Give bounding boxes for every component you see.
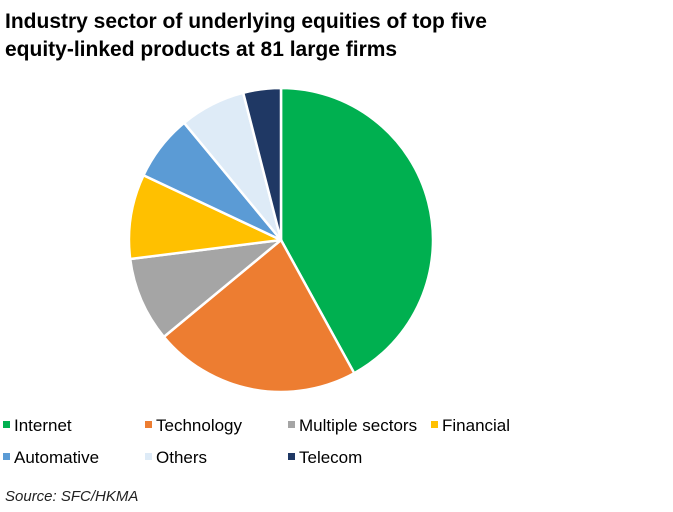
pie-slice-multiple-sectors: [128, 238, 283, 339]
legend-label-others: Others: [156, 448, 208, 467]
pie-slice-financial: [127, 174, 283, 261]
legend-swatch-financial: [431, 421, 438, 428]
legend-item-technology: Technology: [145, 416, 242, 436]
legend-swatch-telecom: [288, 453, 295, 460]
pie-slice-internet: [279, 86, 435, 375]
chart-title-line-1: Industry sector of underlying equities o…: [5, 10, 487, 33]
legend-swatch-internet: [3, 421, 10, 428]
legend-label-internet: Internet: [14, 416, 72, 435]
pie-slice-telecom: [241, 86, 283, 242]
legend-item-internet: Internet: [3, 416, 72, 436]
legend-swatch-multiple-sectors: [288, 421, 295, 428]
legend-label-technology: Technology: [156, 416, 243, 435]
chart-title: Industry sector of underlying equities o…: [5, 8, 605, 64]
legend-swatch-automative: [3, 453, 10, 460]
legend-row-2: Automative Others Telecom: [3, 448, 603, 480]
source-note: Source: SFC/HKMA: [5, 488, 139, 505]
legend-swatch-others: [145, 453, 152, 460]
legend-item-multiple-sectors: Multiple sectors: [288, 416, 417, 436]
chart-title-line-2: equity-linked products at 81 large firms: [5, 38, 398, 61]
legend-item-financial: Financial: [431, 416, 510, 436]
legend-label-automative: Automative: [14, 448, 100, 467]
legend-item-automative: Automative: [3, 448, 99, 468]
legend-row-1: Internet Technology Multiple sectors Fin…: [3, 416, 603, 448]
pie-slice-technology: [162, 238, 356, 394]
chart-legend: Internet Technology Multiple sectors Fin…: [3, 416, 603, 480]
legend-label-financial: Financial: [442, 416, 511, 435]
legend-item-telecom: Telecom: [288, 448, 362, 468]
legend-swatch-technology: [145, 421, 152, 428]
legend-label-multiple-sectors: Multiple sectors: [299, 416, 418, 435]
legend-item-others: Others: [145, 448, 207, 468]
legend-label-telecom: Telecom: [299, 448, 363, 467]
